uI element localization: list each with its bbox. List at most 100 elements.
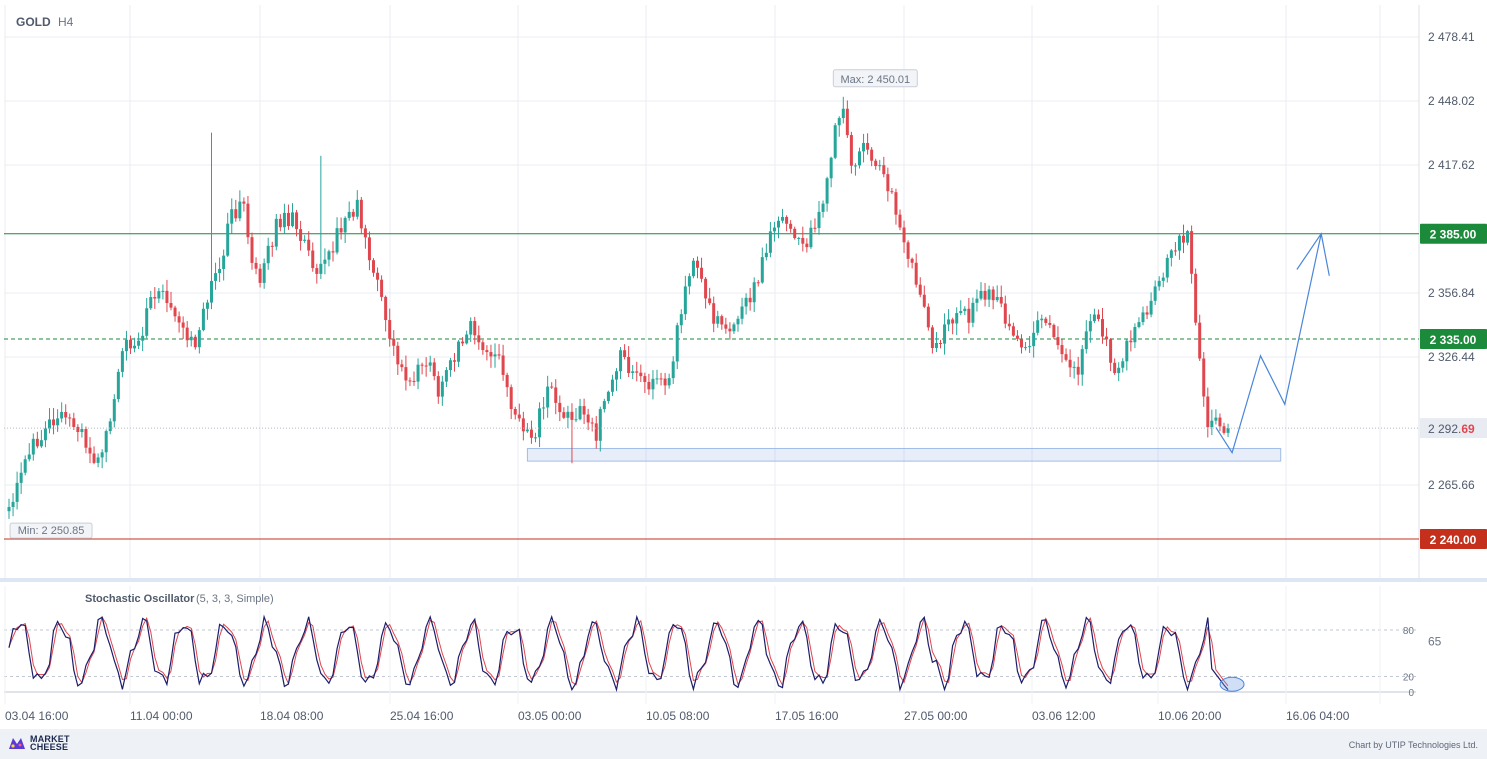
candle-body [849,135,853,166]
candle-body [428,362,432,366]
candle-body [732,324,736,332]
candle-body [764,252,768,258]
symbol-label: GOLD [16,15,51,29]
min-label-text: Min: 2 250.85 [18,525,85,537]
pane-divider[interactable] [0,578,1487,582]
candle-body [129,339,132,349]
candle-body [987,289,991,300]
candle-body [1133,327,1137,343]
candle-body [477,335,481,343]
candle-body [80,428,84,433]
candle-body [1161,277,1165,281]
candle-body [529,429,533,438]
candle-body [177,316,181,323]
candle-body [1068,359,1072,368]
candle-body [667,378,671,386]
candle-body [691,260,695,277]
candle-body [388,320,392,339]
candle-body [270,245,274,247]
candle-body [185,327,189,341]
candle-body [813,227,817,229]
candle-body [440,381,444,397]
candle-body [687,276,691,287]
candle-body [538,408,542,438]
candle-body [392,338,396,346]
projection-path[interactable] [1215,232,1330,455]
candle-body [862,142,866,152]
candle-body [1194,273,1198,323]
timeframe-label[interactable]: H4 [58,15,74,29]
candle-body [525,429,529,432]
candle-body [161,290,165,292]
candle-body [367,237,371,261]
candle-body [655,378,659,380]
candle-body [226,223,230,256]
candle-body [1048,322,1052,325]
candle-body [789,223,793,229]
candle-body [546,386,550,408]
candle-body [505,374,509,388]
candle-body [1117,367,1121,374]
candle-body [963,308,967,312]
candle-body [286,212,290,227]
candle-body [246,203,250,238]
marketcheese-logo-icon [9,738,25,749]
oversold-highlight [1219,676,1245,692]
max-label-text: Max: 2 450.01 [840,74,910,86]
candle-body [489,352,493,357]
candle-body [432,362,436,377]
oscillator-title[interactable]: Stochastic Oscillator [85,593,195,605]
candle-body [570,411,574,420]
candle-body [307,239,311,251]
candle-body [1015,335,1019,339]
candle-body [31,438,35,455]
candle-body [805,243,809,248]
price-tick-label: 2 356.84 [1428,286,1475,300]
support-zone [526,447,1282,462]
candle-body [137,340,141,346]
osc-tick-label: 20 [1403,673,1415,684]
candle-body [299,229,303,241]
candle-body [274,218,278,247]
candle-body [777,220,780,228]
candle-body [566,411,570,418]
candle-body [408,380,412,382]
candle-body [744,297,748,307]
candle-body [230,209,234,224]
candle-body [145,308,149,336]
candle-body [922,294,926,307]
candle-body [647,381,651,390]
time-axis-label: 10.06 20:00 [1158,709,1222,723]
candle-body [756,282,760,284]
candle-body [84,428,88,448]
osc-tick-label: 65 [1428,635,1442,649]
candle-body [1145,312,1149,315]
candle-body [562,412,566,418]
candle-body [43,428,47,441]
candle-body [149,297,153,309]
candle-body [157,291,161,299]
candle-body [323,259,327,264]
candle-body [27,454,31,460]
candle-body [100,452,104,458]
candle-body [469,321,473,335]
candle-body [56,418,60,426]
candle-body [898,214,902,228]
candle-body [72,418,76,427]
candle-body [1222,426,1226,433]
resistance-level-tag: 2 385.00 [1420,223,1487,244]
candle-body [728,328,732,332]
candle-body [23,459,27,473]
candle-body [939,342,942,344]
candle-body [967,308,971,323]
candle-body [886,174,890,192]
candle-body [60,411,64,419]
candle-body [201,308,205,331]
candle-body [331,251,335,253]
candle-body [35,438,39,447]
candle-body [124,339,128,352]
candle-body [19,472,23,483]
candle-body [704,278,708,299]
candle-body [578,406,582,420]
candle-body [663,378,667,386]
